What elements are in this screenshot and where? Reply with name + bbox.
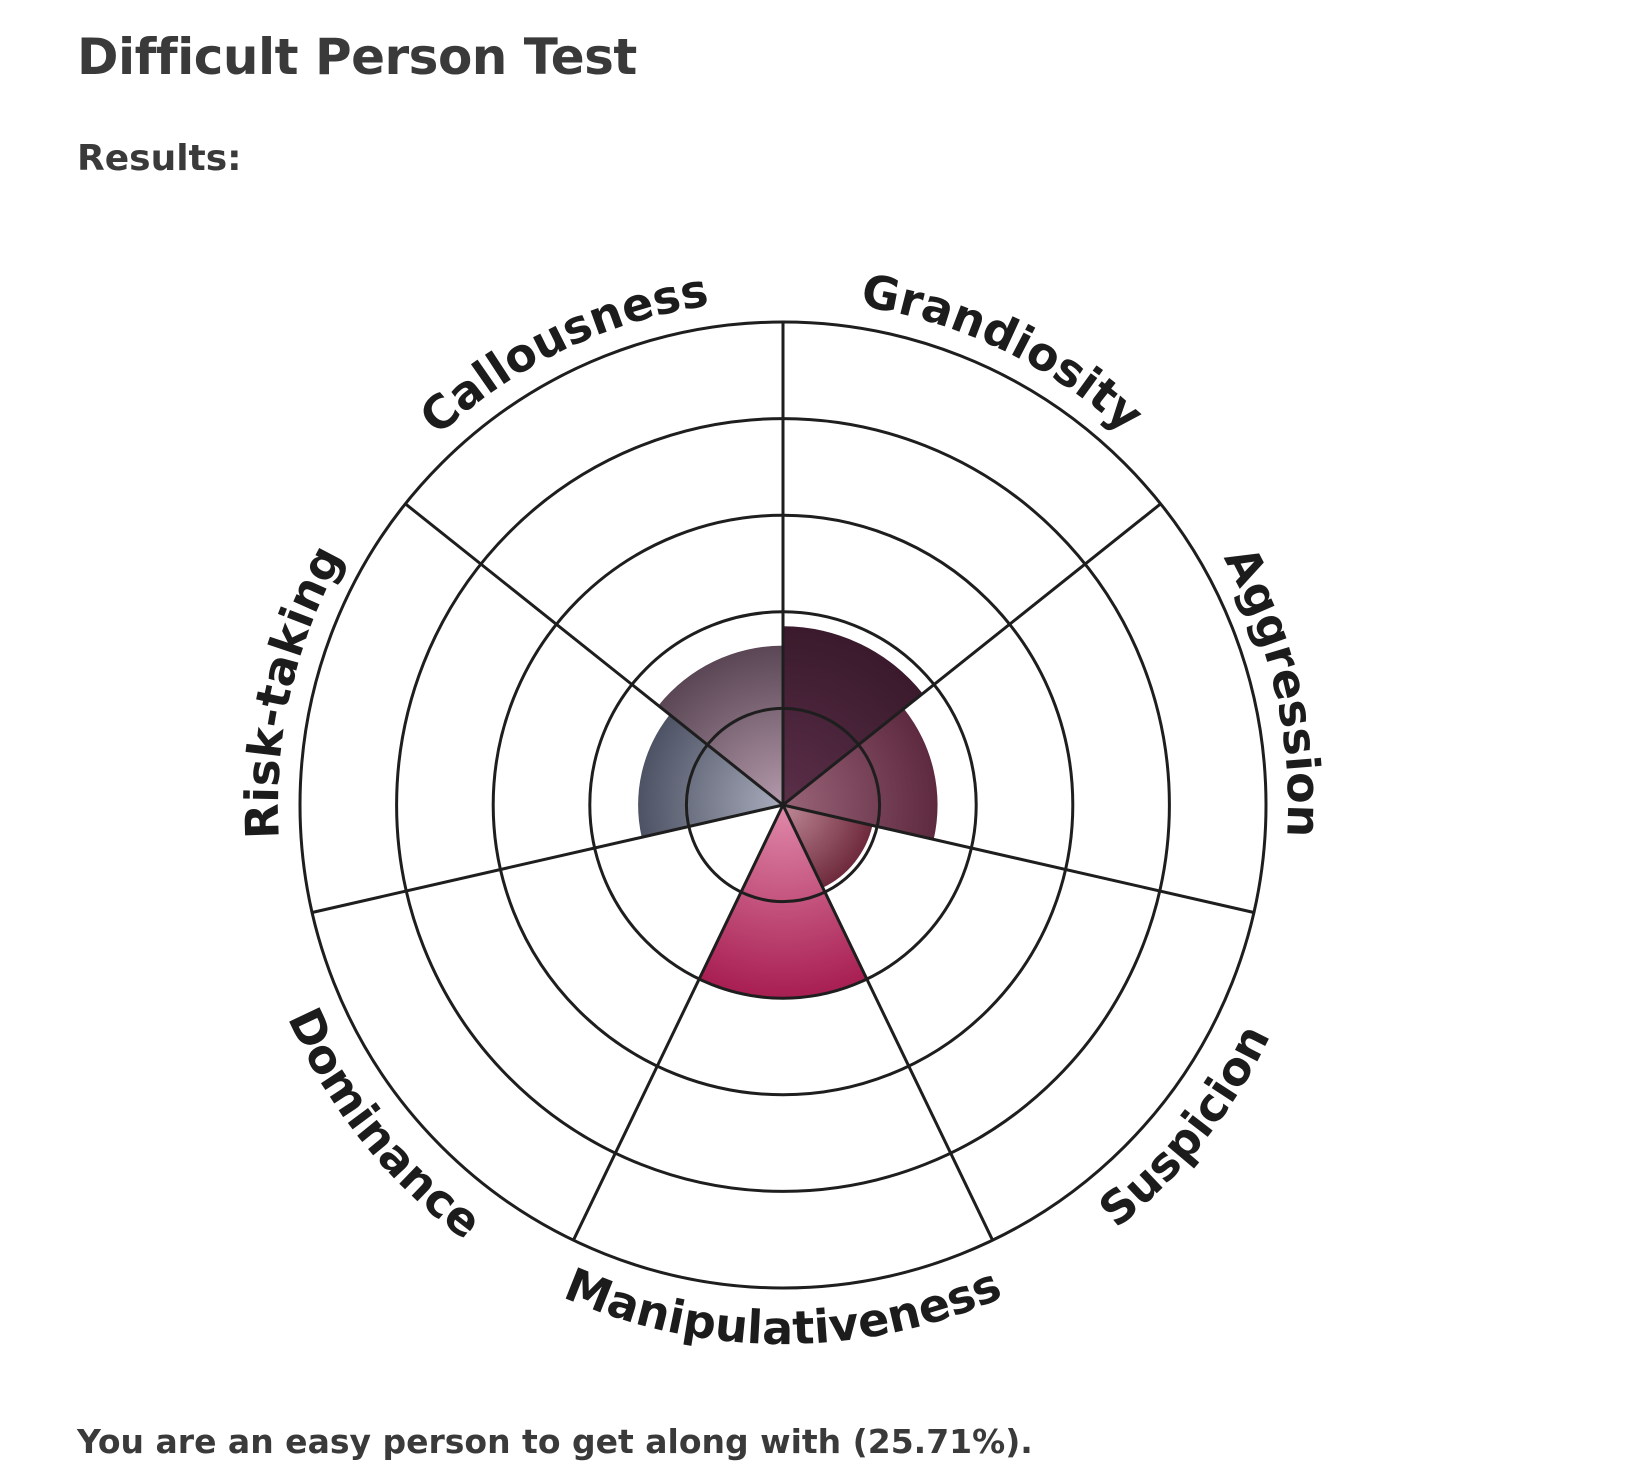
label-callousness: Callousness [409, 263, 712, 445]
spoke-4 [781, 804, 994, 1241]
label-risk-taking: Risk-taking [235, 536, 353, 840]
label-suspicion: Suspicion [1089, 1016, 1281, 1237]
chart-grid [298, 320, 1268, 1290]
label-dominance: Dominance [277, 999, 491, 1249]
wedge-suspicion [783, 805, 873, 888]
spoke-5 [572, 804, 785, 1241]
results-heading: Results: [77, 138, 242, 179]
wedge-callousness [658, 645, 783, 805]
label-grandiosity: Grandiosity [857, 263, 1154, 442]
result-summary: You are an easy person to get along with… [77, 1422, 1033, 1461]
wedge-grandiosity [783, 626, 923, 805]
spoke-2 [782, 502, 1162, 807]
spoke-7 [404, 502, 784, 807]
page-title: Difficult Person Test [77, 28, 637, 86]
wedge-risk-taking [638, 714, 783, 838]
wedge-aggression [783, 708, 938, 840]
label-manipulativeness: Manipulativeness [558, 1257, 1009, 1355]
spoke-3 [782, 803, 1255, 914]
label-aggression: Aggression [1214, 538, 1331, 838]
spoke-6 [311, 803, 784, 914]
